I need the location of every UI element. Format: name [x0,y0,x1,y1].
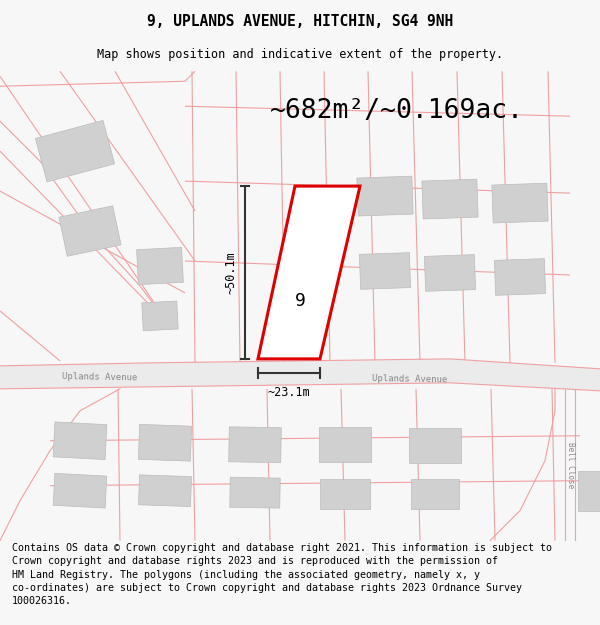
Polygon shape [0,359,600,391]
Text: Bell Close: Bell Close [566,442,575,488]
Text: Uplands Avenue: Uplands Avenue [373,374,448,384]
Bar [411,479,459,509]
Bar [53,473,107,508]
Bar [424,254,476,291]
Text: 9: 9 [295,292,305,310]
Bar [139,475,191,507]
Text: 9, UPLANDS AVENUE, HITCHIN, SG4 9NH: 9, UPLANDS AVENUE, HITCHIN, SG4 9NH [147,14,453,29]
Bar [229,427,281,462]
Bar [357,176,413,216]
Bar [320,479,370,509]
Bar [142,301,178,331]
Bar [422,179,478,219]
Text: Map shows position and indicative extent of the property.: Map shows position and indicative extent… [97,49,503,61]
Bar [492,183,548,223]
Text: ~23.1m: ~23.1m [268,386,310,399]
Bar [494,259,545,296]
Text: ~50.1m: ~50.1m [224,251,238,294]
Bar [230,478,280,508]
Text: Uplands Avenue: Uplands Avenue [62,372,137,382]
Bar [53,422,107,459]
Polygon shape [258,186,360,359]
Bar [319,428,371,462]
Bar [59,206,121,256]
Bar [137,248,184,284]
Text: ~682m²/~0.169ac.: ~682m²/~0.169ac. [270,98,524,124]
Text: Contains OS data © Crown copyright and database right 2021. This information is : Contains OS data © Crown copyright and d… [12,543,552,606]
Bar [139,424,191,461]
Bar [35,121,115,182]
Bar [409,428,461,463]
Bar [577,471,600,511]
Bar [359,253,410,289]
